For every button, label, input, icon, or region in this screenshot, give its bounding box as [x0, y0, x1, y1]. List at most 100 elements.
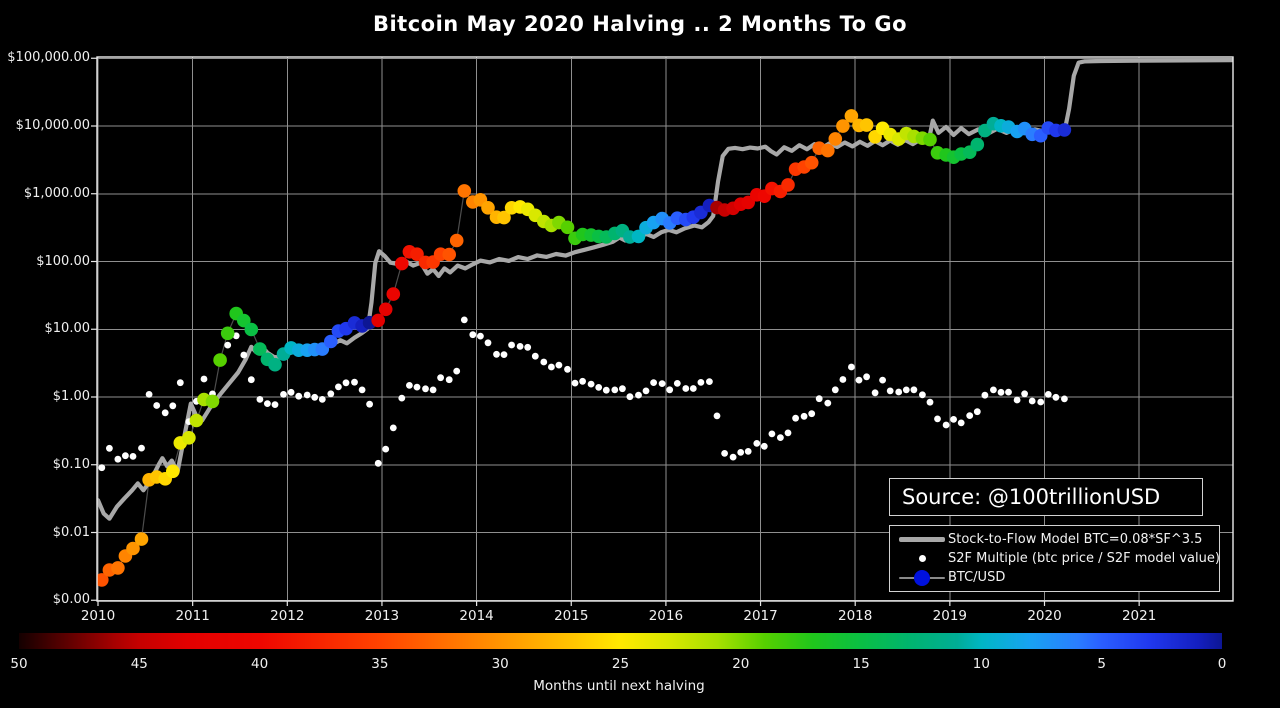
s2f-multiple-dot	[990, 386, 997, 394]
s2f-multiple-dot	[264, 400, 271, 407]
s2f-multiple-dot	[800, 412, 808, 420]
s2f-multiple-dot	[871, 389, 879, 397]
s2f-multiple-dot	[863, 373, 870, 381]
s2f-multiple-dot	[445, 376, 453, 384]
s2f-multiple-dot	[469, 331, 477, 339]
btc-usd-dot	[166, 464, 180, 479]
btc-usd-dot	[481, 201, 495, 215]
y-tick-label: $100,000.00	[7, 50, 90, 66]
btc-usd-dot	[97, 573, 109, 587]
s2f-multiple-dot	[287, 388, 295, 396]
btc-usd-dot	[442, 247, 457, 262]
s2f-multiple-dot	[453, 367, 461, 375]
s2f-multiple-dot	[129, 453, 137, 460]
s2f-multiple-dot	[406, 382, 413, 389]
s2f-multiple-dot	[176, 379, 184, 387]
s2f-multiple-dot	[516, 343, 524, 350]
s2f-multiple-dot	[579, 377, 586, 385]
legend-row-s2f-multiple: S2F Multiple (btc price / S2F model valu…	[896, 550, 1220, 567]
s2f-multiple-dot	[280, 391, 287, 398]
s2f-multiple-dot	[460, 316, 468, 324]
s2f-model-line-swatch	[896, 537, 948, 542]
y-tick-label: $100.00	[36, 253, 90, 269]
s2f-multiple-dot	[437, 374, 444, 382]
s2f-multiple-dot	[256, 396, 264, 403]
btc-usd-dot	[844, 109, 859, 123]
btc-usd-dot	[324, 334, 338, 349]
s2f-multiple-dot	[744, 448, 752, 455]
s2f-multiple-dot	[540, 358, 548, 366]
s2f-multiple-dot	[934, 415, 941, 423]
s2f-multiple-dot	[642, 387, 650, 395]
s2f-multiple-dot	[508, 341, 515, 349]
s2f-multiple-dot	[1037, 398, 1045, 406]
btc-usd-dot	[923, 132, 937, 147]
s2f-multiple-dot	[382, 445, 390, 453]
s2f-multiple-dot	[311, 393, 319, 401]
s2f-multiple-dot	[240, 351, 248, 359]
s2f-multiple-dot	[895, 388, 903, 396]
s2f-multiple-dot	[666, 386, 674, 394]
legend-label-s2f-model: Stock-to-Flow Model BTC=0.08*SF^3.5	[948, 532, 1203, 547]
s2f-multiple-dot	[335, 383, 342, 391]
s2f-multiple-dot	[295, 392, 303, 400]
btc-usd-dot	[560, 220, 575, 235]
s2f-multiple-dot	[595, 384, 603, 391]
x-tick-label: 2011	[175, 608, 210, 624]
btc-usd-dot	[205, 394, 220, 409]
s2f-multiple-dot	[1013, 396, 1021, 404]
s2f-multiple-dot	[697, 379, 705, 386]
s2f-multiple-dot	[358, 386, 366, 394]
btc-usd-dot	[449, 233, 464, 248]
x-tick-label: 2020	[1027, 608, 1062, 624]
s2f-multiple-dot	[366, 400, 373, 408]
btc-usd-dot	[410, 247, 424, 261]
btc-usd-dot	[386, 287, 401, 301]
chart-title: Bitcoin May 2020 Halving .. 2 Months To …	[372, 12, 908, 36]
btc-usd-dot	[253, 342, 267, 356]
btc-usd-dot	[457, 184, 472, 198]
s2f-multiple-dot	[1044, 391, 1052, 398]
colorbar-tick-label: 25	[611, 656, 630, 672]
legend-label-s2f-multiple: S2F Multiple (btc price / S2F model valu…	[948, 551, 1220, 566]
btc-usd-dot	[111, 561, 125, 575]
btc-usd-dot	[134, 532, 149, 546]
s2f-multiple-dot	[950, 416, 957, 423]
s2f-multiple-dot	[1005, 388, 1012, 396]
s2f-multiple-dot	[318, 396, 326, 403]
s2f-multiple-dot	[389, 424, 397, 432]
y-tick-label: $0.01	[52, 524, 90, 540]
s2f-multiple-dot	[587, 380, 595, 388]
s2f-multiple-dot	[1052, 393, 1060, 401]
s2f-multiple-dot	[713, 412, 721, 420]
btc-usd-dot	[268, 357, 282, 372]
s2f-multiple-dot	[706, 378, 713, 385]
y-tick-label: $0.10	[52, 456, 90, 472]
s2f-multiple-dot	[106, 444, 113, 452]
s2f-multiple-dot	[500, 351, 508, 358]
s2f-multiple-dot	[626, 393, 634, 401]
s2f-multiple-dot	[374, 459, 382, 467]
colorbar-tick-label: 5	[1097, 656, 1106, 672]
s2f-multiple-dot	[327, 390, 335, 398]
s2f-multiple-dot	[768, 430, 776, 438]
s2f-multiple-dot	[753, 440, 761, 447]
s2f-multiple-dot	[531, 352, 539, 360]
y-tick-label: $1.00	[52, 389, 90, 404]
s2f-multiple-dot	[942, 421, 950, 429]
btc-usd-dot	[836, 119, 850, 133]
s2f-multiple-dot	[413, 383, 421, 391]
s2f-multiple-dot	[966, 412, 974, 419]
s2f-multiple-dot	[879, 376, 886, 384]
x-tick-label: 2016	[648, 608, 684, 624]
x-tick-label: 2013	[364, 608, 400, 624]
colorbar-tick-label: 10	[972, 656, 990, 672]
colorbar-tick-label: 45	[130, 656, 148, 672]
s2f-multiple-dot	[981, 391, 989, 399]
btc-usd-dot	[213, 353, 227, 367]
y-tick-label: $1,000.00	[23, 185, 90, 201]
colorbar-tick-label: 40	[251, 656, 269, 672]
s2f-multiple-dot	[824, 399, 832, 407]
y-tick-label: $10,000.00	[15, 118, 90, 133]
